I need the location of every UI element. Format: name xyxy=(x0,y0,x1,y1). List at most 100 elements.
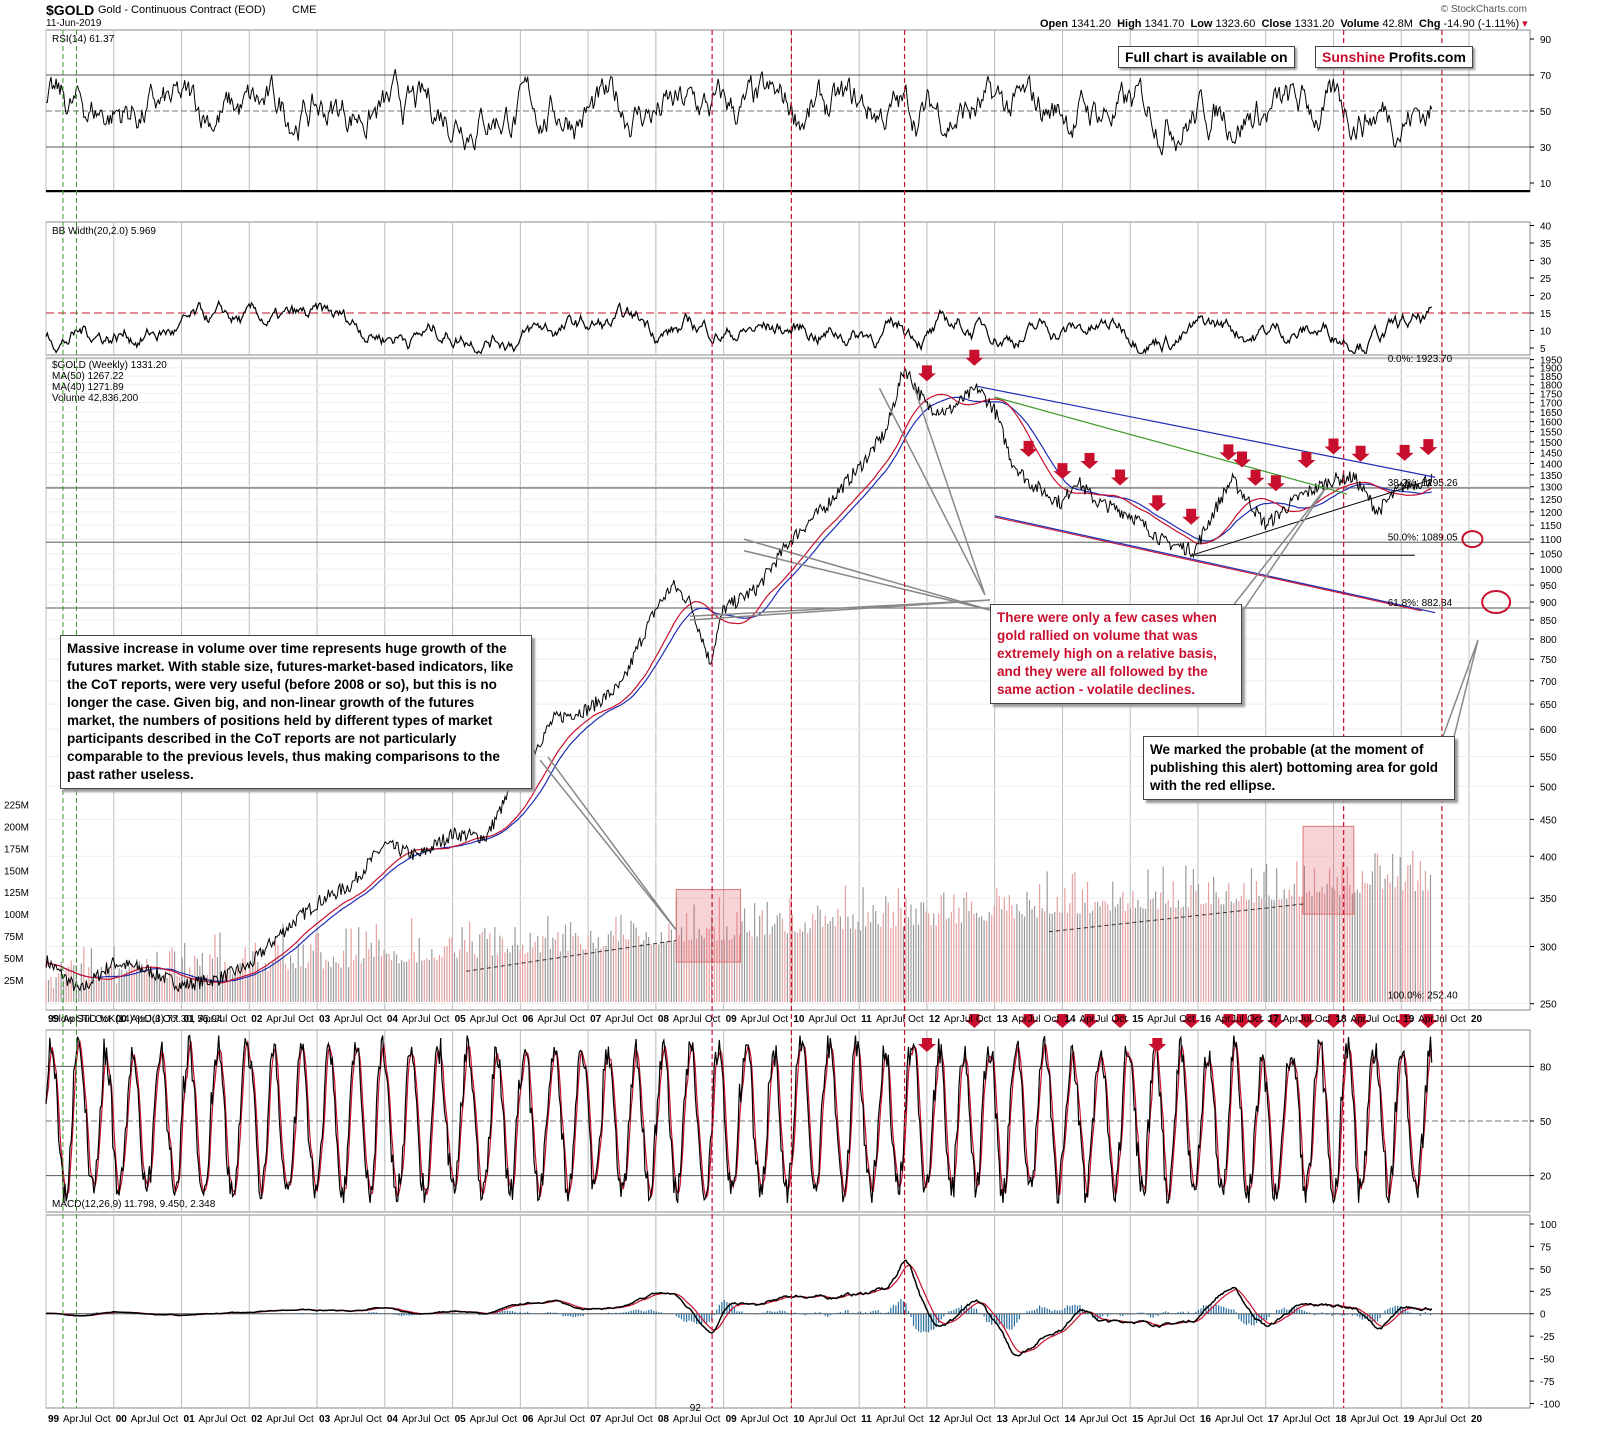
target-ellipse-1 xyxy=(1461,530,1484,549)
x-month-label: Jul xyxy=(350,1014,363,1025)
x-month-label: Jul xyxy=(1299,1414,1312,1425)
x-month-label: Jul xyxy=(1299,1014,1312,1025)
x-month-label: Oct xyxy=(705,1414,721,1425)
x-month-label: Jul xyxy=(1163,1414,1176,1425)
x-month-label: Apr xyxy=(470,1014,486,1025)
down-arrow-icon xyxy=(1219,444,1238,461)
down-arrow-icon xyxy=(1395,1014,1414,1028)
x-month-label: Jul xyxy=(350,1414,363,1425)
fib-label: 100.0%: 252.40 xyxy=(1388,991,1458,1002)
x-year-label: 12 xyxy=(929,1014,941,1025)
y-tick-label: 1150 xyxy=(1540,521,1562,532)
x-month-label: Apr xyxy=(1418,1414,1434,1425)
x-year-label: 04 xyxy=(387,1014,399,1025)
x-month-label: Jul xyxy=(1095,1414,1108,1425)
y-tick-label: 75 xyxy=(1540,1242,1552,1253)
watermark: © StockCharts.com xyxy=(1440,4,1527,15)
y-tick-label: 50 xyxy=(1540,1117,1552,1128)
ellipse-callout: We marked the probable (at the moment of… xyxy=(1143,736,1455,800)
x-month-label: Apr xyxy=(537,1014,553,1025)
down-arrow-icon xyxy=(1182,508,1201,525)
x-month-label: Apr xyxy=(266,1014,282,1025)
y-tick-label: 40 xyxy=(1540,222,1552,233)
channel-top-line xyxy=(977,385,1436,478)
y-tick-label: 20 xyxy=(1540,292,1552,303)
y-tick-label: 15 xyxy=(1540,309,1552,320)
x-month-label: Apr xyxy=(1215,1414,1231,1425)
x-month-label: Jul xyxy=(892,1014,905,1025)
x-month-label: Oct xyxy=(908,1014,924,1025)
x-month-label: Jul xyxy=(282,1014,295,1025)
y-tick-label: 0 xyxy=(1540,1310,1546,1321)
x-year-label: 00 xyxy=(116,1414,128,1425)
fib-label: 38.2%: 1295.26 xyxy=(1388,478,1458,489)
y-tick-label: 1050 xyxy=(1540,550,1563,561)
pointer-line xyxy=(743,538,991,611)
x-month-label: Apr xyxy=(1147,1414,1163,1425)
x-year-label: 17 xyxy=(1268,1014,1280,1025)
pointer-line xyxy=(689,599,991,621)
x-month-label: Oct xyxy=(298,1414,314,1425)
x-month-label: Oct xyxy=(1450,1014,1466,1025)
x-month-label: Apr xyxy=(470,1414,486,1425)
x-year-label: 16 xyxy=(1200,1414,1212,1425)
down-arrow-icon xyxy=(1419,1014,1438,1028)
x-month-label: Oct xyxy=(976,1414,992,1425)
y-tick-label: 750 xyxy=(1540,655,1557,666)
y-tick-label: -50 xyxy=(1540,1355,1555,1366)
x-month-label: Jul xyxy=(824,1414,837,1425)
volume-tick-label: 200M xyxy=(4,822,29,833)
y-tick-label: 1300 xyxy=(1540,483,1563,494)
x-month-label: Apr xyxy=(605,1014,621,1025)
down-arrow-icon xyxy=(1351,1014,1370,1028)
volume-tick-label: 225M xyxy=(4,800,29,811)
y-tick-label: 850 xyxy=(1540,616,1557,627)
x-month-label: Apr xyxy=(199,1414,215,1425)
x-month-label: Oct xyxy=(1111,1414,1127,1425)
y-tick-label: 100 xyxy=(1540,1220,1557,1231)
fib-label: 50.0%: 1089.05 xyxy=(1388,532,1458,543)
y-tick-label: 1100 xyxy=(1540,535,1562,546)
x-month-label: Oct xyxy=(569,1014,585,1025)
x-month-label: Apr xyxy=(876,1014,892,1025)
x-year-label: 06 xyxy=(522,1014,534,1025)
x-month-label: Oct xyxy=(366,1414,382,1425)
volume-tick-label: 150M xyxy=(4,866,29,877)
down-arrow-icon xyxy=(1233,1014,1252,1028)
y-tick-label: 1950 xyxy=(1540,356,1563,367)
y-tick-label: 250 xyxy=(1540,1000,1557,1011)
x-year-label: 15 xyxy=(1132,1014,1144,1025)
volume-tick-label: 100M xyxy=(4,910,29,921)
down-arrow-icon xyxy=(1297,452,1316,469)
x-month-label: Jul xyxy=(1028,1414,1041,1425)
x-month-label: Apr xyxy=(1215,1014,1231,1025)
x-month-label: Oct xyxy=(231,1414,247,1425)
x-month-label: Oct xyxy=(976,1014,992,1025)
down-arrow-icon xyxy=(1297,1014,1316,1028)
y-tick-label: 700 xyxy=(1540,677,1557,688)
x-year-label: 08 xyxy=(658,1414,670,1425)
y-tick-label: 900 xyxy=(1540,598,1557,609)
down-arrow-icon xyxy=(1233,451,1252,468)
x-year-label: 16 xyxy=(1200,1014,1212,1025)
x-year-label: 03 xyxy=(319,1414,331,1425)
y-tick-label: 1850 xyxy=(1540,372,1563,383)
x-month-label: Oct xyxy=(1111,1014,1127,1025)
x-month-label: Oct xyxy=(1179,1414,1195,1425)
ohlc-readout: Open 1341.20 High 1341.70 Low 1323.60 Cl… xyxy=(1040,18,1528,30)
x-year-label: 11 xyxy=(861,1414,872,1425)
y-tick-label: 90 xyxy=(1540,35,1552,46)
down-arrow-icon xyxy=(1019,440,1038,457)
x-month-label: Apr xyxy=(402,1014,418,1025)
x-year-label: 04 xyxy=(387,1414,399,1425)
x-month-label: Apr xyxy=(605,1414,621,1425)
x-extra-label: 92 xyxy=(690,1403,702,1414)
brand-box[interactable]: Sunshine Profits.com xyxy=(1315,46,1473,68)
x-month-label: Oct xyxy=(502,1014,518,1025)
x-month-label: Jul xyxy=(147,1014,160,1025)
down-arrow-icon xyxy=(1246,1014,1265,1028)
fib-label: 0.0%: 1923.70 xyxy=(1388,354,1453,365)
down-arrow-icon xyxy=(1053,463,1072,480)
x-month-label: Jul xyxy=(418,1414,431,1425)
x-month-label: Oct xyxy=(1044,1414,1060,1425)
